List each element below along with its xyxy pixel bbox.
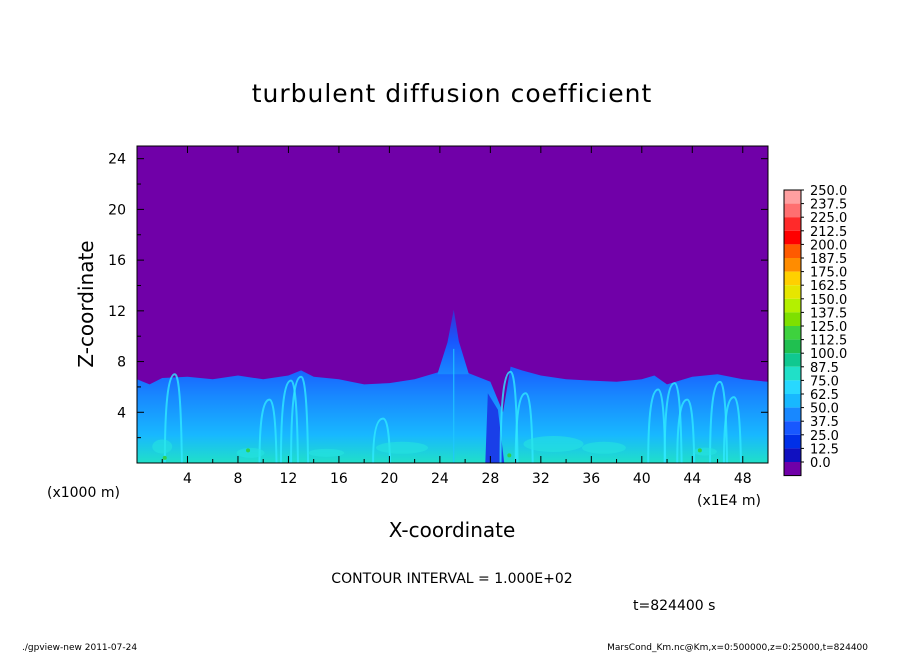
x-tick-label: 12 <box>280 471 298 487</box>
colorbar-label: 100.0 <box>810 347 847 362</box>
colorbar-label: 75.0 <box>810 374 839 389</box>
colorbar-swatch <box>784 339 801 354</box>
colorbar-label: 37.5 <box>810 415 839 430</box>
eddy-arc <box>663 382 683 463</box>
colorbar-label: 125.0 <box>810 320 847 335</box>
colorbar-swatch <box>784 244 801 258</box>
colorbar-swatch <box>784 271 801 286</box>
eddy-arc <box>279 379 299 463</box>
x-tick-label: 40 <box>633 471 651 487</box>
colorbar-swatch <box>784 190 801 204</box>
colorbar-swatch <box>784 217 801 231</box>
colorbar-label: 137.5 <box>810 306 847 321</box>
colorbar-label: 62.5 <box>810 388 839 403</box>
colorbar-swatch <box>784 462 801 476</box>
eddy-arc <box>163 373 183 463</box>
y-tick-label: 4 <box>117 405 126 421</box>
colorbar-swatch <box>784 394 801 408</box>
eddy-arc <box>372 417 392 463</box>
colorbar-swatch <box>784 407 801 422</box>
colorbar-label: 0.0 <box>810 456 831 471</box>
footer-right: MarsCond_Km.nc@Km,x=0:500000,z=0:25000,t… <box>607 643 868 653</box>
y-tick-label: 8 <box>117 355 126 371</box>
eddy-arc <box>499 370 519 463</box>
colorbar-swatch <box>784 353 801 367</box>
y-tick-label: 24 <box>108 152 126 168</box>
hotspot <box>246 448 251 453</box>
colorbar-swatch <box>784 421 801 435</box>
x-tick-label: 16 <box>330 471 348 487</box>
colorbar-swatch <box>784 258 801 272</box>
eddy-arc <box>722 396 742 463</box>
surface-patch <box>523 435 584 452</box>
x-axis-label: X-coordinate <box>389 518 516 542</box>
x-tick-label: 8 <box>233 471 242 487</box>
colorbar-label: 187.5 <box>810 252 847 267</box>
y-tick-label: 12 <box>108 304 126 320</box>
colorbar-swatch <box>784 203 801 218</box>
colorbar-swatch <box>784 285 801 299</box>
time-label: t=824400 s <box>633 598 715 614</box>
y-tick-label: 20 <box>108 202 126 218</box>
colorbar-label: 237.5 <box>810 198 847 213</box>
colorbar-swatch <box>784 326 801 340</box>
colorbar-label: 250.0 <box>810 184 847 199</box>
x-tick-label: 20 <box>380 471 398 487</box>
x-unit-left: (x1000 m) <box>47 485 120 501</box>
colorbar-label: 225.0 <box>810 211 847 226</box>
contour-interval: CONTOUR INTERVAL = 1.000E+02 <box>331 571 572 587</box>
colorbar-swatch <box>784 380 801 394</box>
hotspot <box>162 455 167 460</box>
colorbar-label: 162.5 <box>810 279 847 294</box>
colorbar-label: 87.5 <box>810 361 839 376</box>
colorbar-label: 175.0 <box>810 266 847 281</box>
surface-patch <box>692 447 717 456</box>
surface-patch <box>308 448 345 457</box>
colorbar-label: 50.0 <box>810 402 839 417</box>
x-tick-label: 24 <box>431 471 449 487</box>
colorbar-label: 200.0 <box>810 238 847 253</box>
low-gap <box>485 393 505 463</box>
x-tick-label: 48 <box>734 471 752 487</box>
eddy-arc <box>676 398 696 463</box>
colorbar-swatch <box>784 312 801 326</box>
eddy-arc <box>290 375 310 463</box>
colorbar-label: 12.5 <box>810 442 839 457</box>
colorbar-label: 212.5 <box>810 225 847 240</box>
x-unit-right: (x1E4 m) <box>697 493 761 509</box>
hotspot <box>507 453 512 458</box>
surface-patch <box>236 447 265 458</box>
x-tick-label: 32 <box>532 471 550 487</box>
colorbar-swatch <box>784 298 801 313</box>
colorbar-swatch <box>784 230 801 245</box>
eddy-arc <box>514 392 534 463</box>
footer-left: ./gpview-new 2011-07-24 <box>22 643 138 653</box>
surface-patch <box>581 441 626 454</box>
colorbar-swatch <box>784 434 801 449</box>
colorbar-frame <box>783 189 802 477</box>
eddy-arc <box>258 398 278 463</box>
surface-patch <box>152 439 173 454</box>
plot-frame <box>136 145 769 464</box>
turbulent-layer <box>137 351 768 463</box>
turbulence-field <box>137 309 768 463</box>
colorbar-label: 25.0 <box>810 429 839 444</box>
hotspot <box>697 448 702 453</box>
colorbar-swatch <box>784 366 801 381</box>
x-tick-label: 28 <box>481 471 499 487</box>
y-tick-label: 16 <box>108 253 126 269</box>
colorbar-swatch <box>784 448 801 462</box>
colorbar-label: 112.5 <box>810 334 847 349</box>
x-tick-label: 4 <box>183 471 192 487</box>
chart-title: turbulent diffusion coefficient <box>252 79 653 108</box>
colorbar-label: 150.0 <box>810 293 847 308</box>
eddy-arc <box>647 388 667 463</box>
surface-patch <box>376 441 429 454</box>
central-plume <box>437 309 469 375</box>
y-axis-label: Z-coordinate <box>74 240 98 367</box>
x-tick-label: 36 <box>582 471 600 487</box>
x-tick-label: 44 <box>683 471 701 487</box>
